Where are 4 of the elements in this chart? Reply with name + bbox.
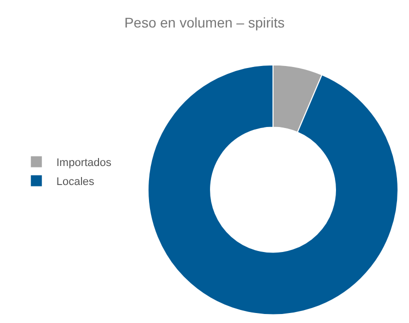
legend-label: Importados (56, 156, 112, 169)
chart-title: Peso en volumen – spirits (124, 14, 285, 31)
legend-label: Locales (56, 176, 95, 188)
donut-slice (148, 64, 398, 316)
